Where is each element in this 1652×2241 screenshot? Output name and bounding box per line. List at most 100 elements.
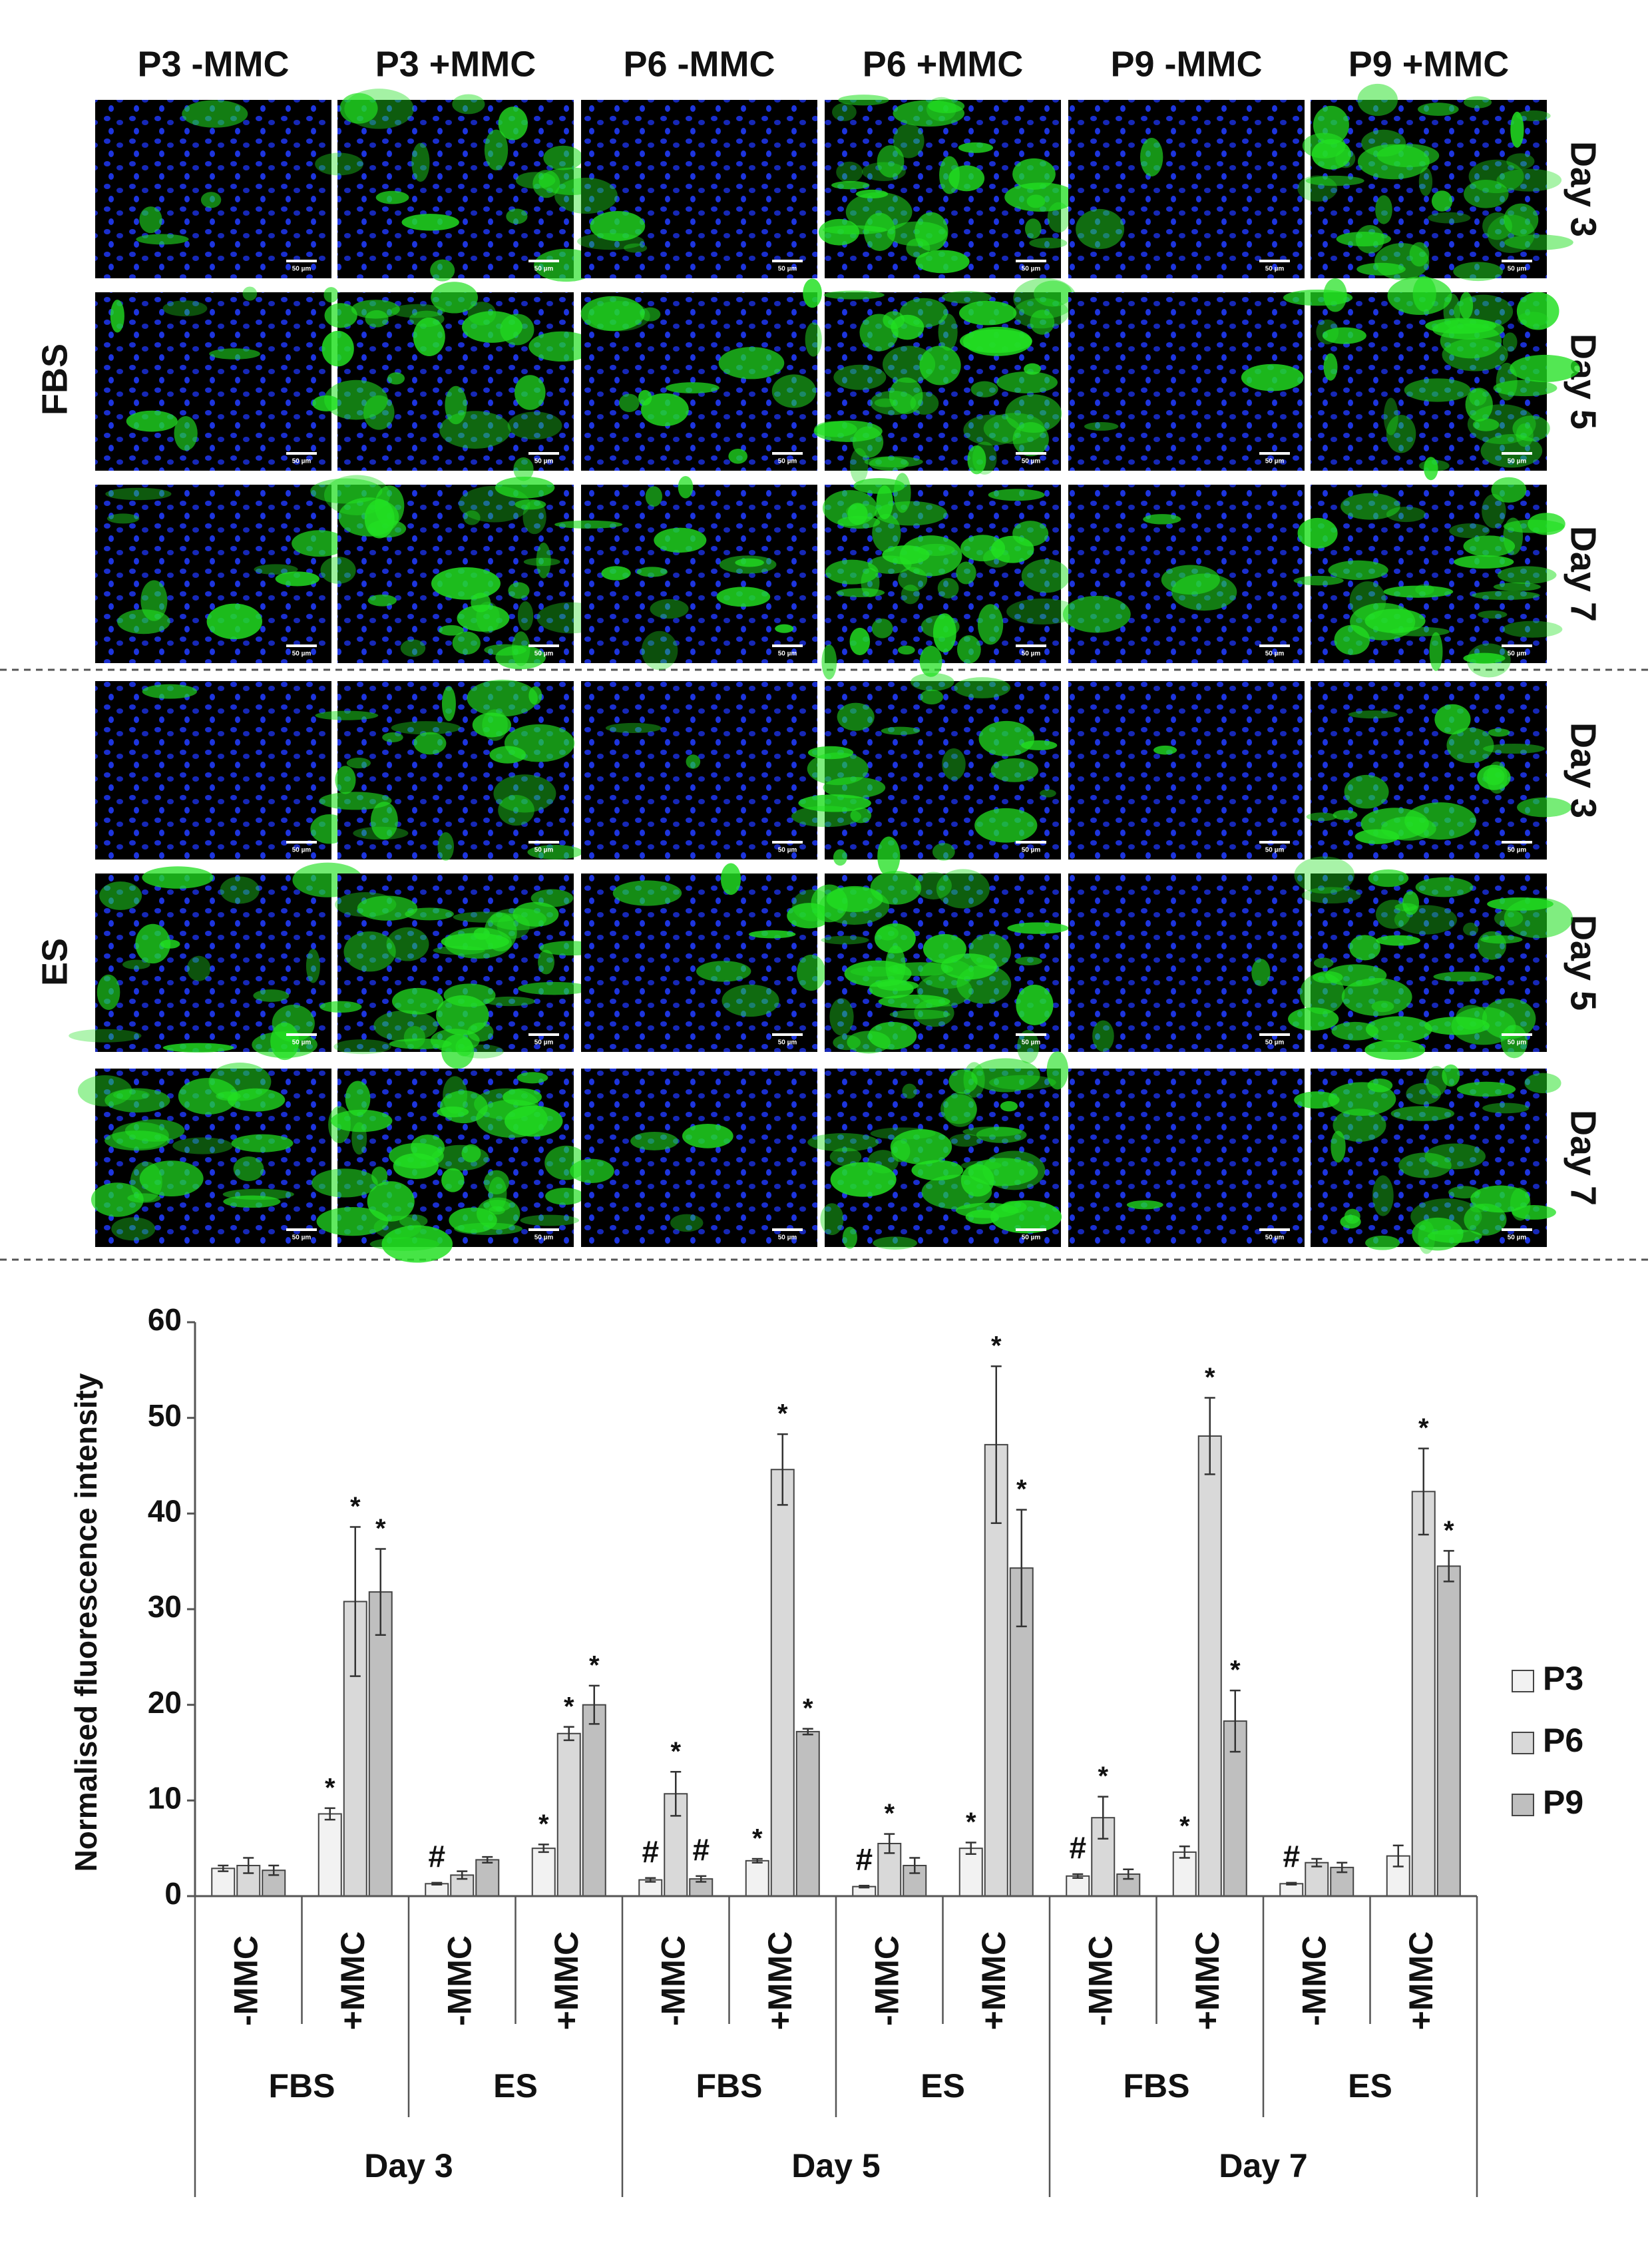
group-label: ES xyxy=(921,2067,965,2105)
stain xyxy=(1383,397,1398,435)
stain xyxy=(915,250,970,274)
y-tick-label: 50 xyxy=(148,1398,182,1433)
stain xyxy=(369,1237,440,1251)
stain xyxy=(958,142,994,153)
stain xyxy=(1453,262,1504,282)
stain xyxy=(716,587,771,607)
stain xyxy=(445,385,467,425)
stain xyxy=(623,243,648,253)
stain xyxy=(139,206,162,234)
stain xyxy=(1350,603,1416,640)
stain xyxy=(920,689,944,705)
micrograph: 50 µm xyxy=(580,278,822,471)
stain xyxy=(1374,243,1430,280)
stain xyxy=(932,843,955,861)
stain xyxy=(821,644,837,680)
stain xyxy=(172,1137,233,1154)
stain xyxy=(1512,1205,1556,1220)
stain xyxy=(523,557,560,567)
row-group-label: ES xyxy=(35,938,75,986)
stain xyxy=(1453,294,1514,329)
micrograph: 50 µm xyxy=(319,873,601,1069)
stain xyxy=(720,863,741,895)
stain xyxy=(1333,1109,1386,1142)
error-bar xyxy=(1337,1862,1348,1873)
error-bar xyxy=(859,1884,870,1889)
stain xyxy=(1024,218,1042,239)
error-bar xyxy=(802,1728,813,1736)
micrograph: 50 µm xyxy=(581,863,833,1052)
micrograph: 50 µm xyxy=(1068,681,1305,860)
scale-bar-label: 50 µm xyxy=(534,458,554,465)
stain xyxy=(1000,1101,1018,1112)
stain xyxy=(1348,710,1398,719)
significance-marker: # xyxy=(692,1832,710,1867)
legend-label: P6 xyxy=(1543,1722,1583,1759)
stain xyxy=(511,631,530,666)
stain xyxy=(871,619,893,638)
stain xyxy=(345,1081,371,1117)
stain xyxy=(829,1147,862,1166)
stain xyxy=(1503,517,1524,555)
stain xyxy=(833,364,887,390)
micrograph-bg xyxy=(95,681,331,860)
error-bar xyxy=(990,1365,1002,1524)
stain xyxy=(430,1029,480,1053)
stain xyxy=(893,123,925,158)
stain xyxy=(503,1088,542,1106)
stain xyxy=(409,310,445,328)
y-tick-label: 0 xyxy=(164,1876,182,1911)
bar xyxy=(1066,1875,1090,1897)
stain xyxy=(367,1181,415,1222)
y-tick-label: 60 xyxy=(148,1302,182,1337)
stain xyxy=(837,515,881,529)
day-label: Day 3 xyxy=(364,2147,453,2184)
significance-marker: * xyxy=(325,1773,335,1802)
stain xyxy=(722,984,779,1017)
stain xyxy=(516,1072,548,1084)
stain xyxy=(97,974,120,1010)
stain xyxy=(1297,175,1338,202)
stain xyxy=(357,895,418,921)
x-tick-label: +MMC xyxy=(1189,1931,1226,2031)
stain xyxy=(1434,704,1471,735)
error-bar xyxy=(1204,1397,1215,1475)
column-header: P6 -MMC xyxy=(624,44,775,84)
significance-marker: * xyxy=(670,1737,681,1766)
stain xyxy=(954,677,1011,698)
stain xyxy=(1426,1066,1448,1097)
stain xyxy=(1365,1016,1432,1043)
stain xyxy=(845,192,913,232)
stain xyxy=(1491,477,1527,503)
stain xyxy=(877,925,899,941)
stain xyxy=(452,94,485,115)
scale-bar-label: 50 µm xyxy=(778,650,797,658)
significance-marker: * xyxy=(1098,1762,1108,1791)
micrograph: 50 µm xyxy=(1062,485,1305,663)
stain xyxy=(111,1217,156,1241)
stain xyxy=(1371,1001,1394,1013)
x-tick-label: +MMC xyxy=(334,1931,371,2031)
stain xyxy=(1046,1051,1069,1090)
stain xyxy=(1488,728,1510,737)
stain xyxy=(1502,621,1563,638)
stain xyxy=(1005,394,1062,433)
scale-bar-label: 50 µm xyxy=(1022,650,1041,658)
significance-marker: * xyxy=(1179,1812,1190,1841)
stain xyxy=(441,1168,465,1192)
stain xyxy=(461,311,522,343)
x-tick-label: -MMC xyxy=(654,1935,692,2026)
stain xyxy=(1496,362,1518,401)
stain xyxy=(431,282,479,314)
stain xyxy=(506,208,528,224)
legend-label: P3 xyxy=(1543,1660,1583,1697)
micrograph: 50 µm xyxy=(1068,873,1305,1052)
stain xyxy=(222,1188,294,1200)
significance-marker: # xyxy=(855,1842,873,1876)
stain xyxy=(1333,810,1358,820)
micrograph: 50 µm xyxy=(1068,1069,1305,1247)
micrograph: 50 µm xyxy=(554,475,817,670)
micrograph: 50 µm xyxy=(77,1063,331,1247)
stain xyxy=(1506,153,1535,170)
stain xyxy=(1357,83,1398,117)
